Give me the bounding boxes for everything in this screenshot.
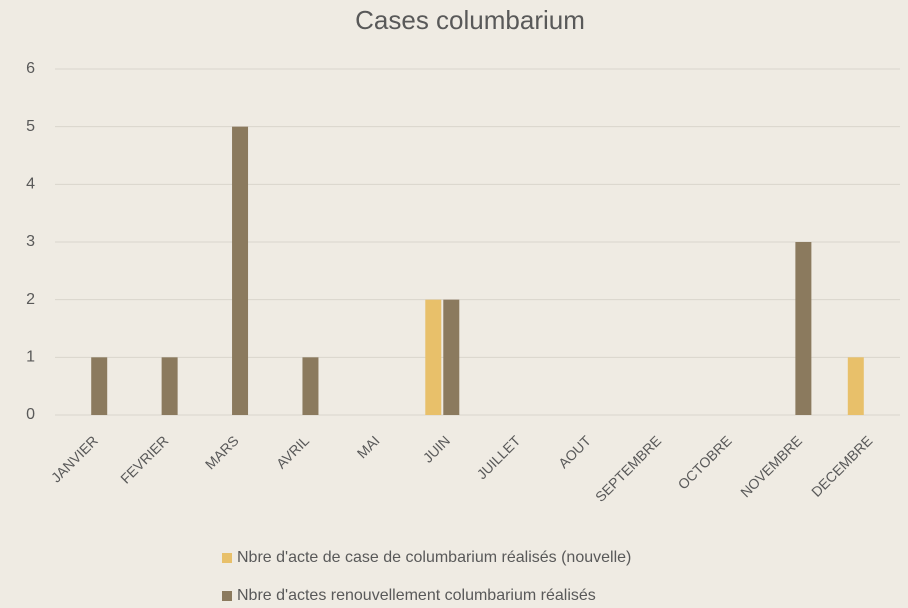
x-tick-label: JUIN <box>420 432 453 465</box>
x-tick-label: OCTOBRE <box>675 432 735 492</box>
y-tick-label: 0 <box>26 406 35 423</box>
legend-label: Nbre d'acte de case de columbarium réali… <box>237 549 631 566</box>
bar <box>847 357 864 415</box>
x-tick-label: FEVRIER <box>117 432 171 486</box>
y-tick-label: 5 <box>26 118 35 135</box>
chart-title: Cases columbarium <box>355 5 585 35</box>
x-tick-label: DECEMBRE <box>808 432 875 499</box>
bar <box>443 299 460 415</box>
bar <box>91 357 108 415</box>
bar <box>795 242 812 415</box>
legend-swatch <box>222 553 232 563</box>
y-tick-label: 3 <box>26 233 35 250</box>
y-tick-label: 6 <box>26 60 35 77</box>
bar <box>425 299 442 415</box>
x-tick-label: MARS <box>202 432 242 472</box>
x-tick-label: JUILLET <box>474 432 524 482</box>
x-tick-label: JANVIER <box>48 432 101 485</box>
x-tick-label: AVRIL <box>273 432 312 471</box>
y-tick-label: 2 <box>26 291 35 308</box>
bar <box>232 126 249 416</box>
x-tick-label: NOVEMBRE <box>737 432 805 500</box>
y-tick-label: 1 <box>26 349 35 366</box>
legend-label: Nbre d'actes renouvellement columbarium … <box>237 587 596 604</box>
bar <box>302 357 319 415</box>
x-tick-label: SEPTEMBRE <box>592 432 664 504</box>
legend-swatch <box>222 591 232 601</box>
y-tick-label: 4 <box>26 176 35 193</box>
bar <box>161 357 178 415</box>
x-tick-label: MAI <box>354 432 383 461</box>
x-tick-label: AOUT <box>555 432 594 471</box>
